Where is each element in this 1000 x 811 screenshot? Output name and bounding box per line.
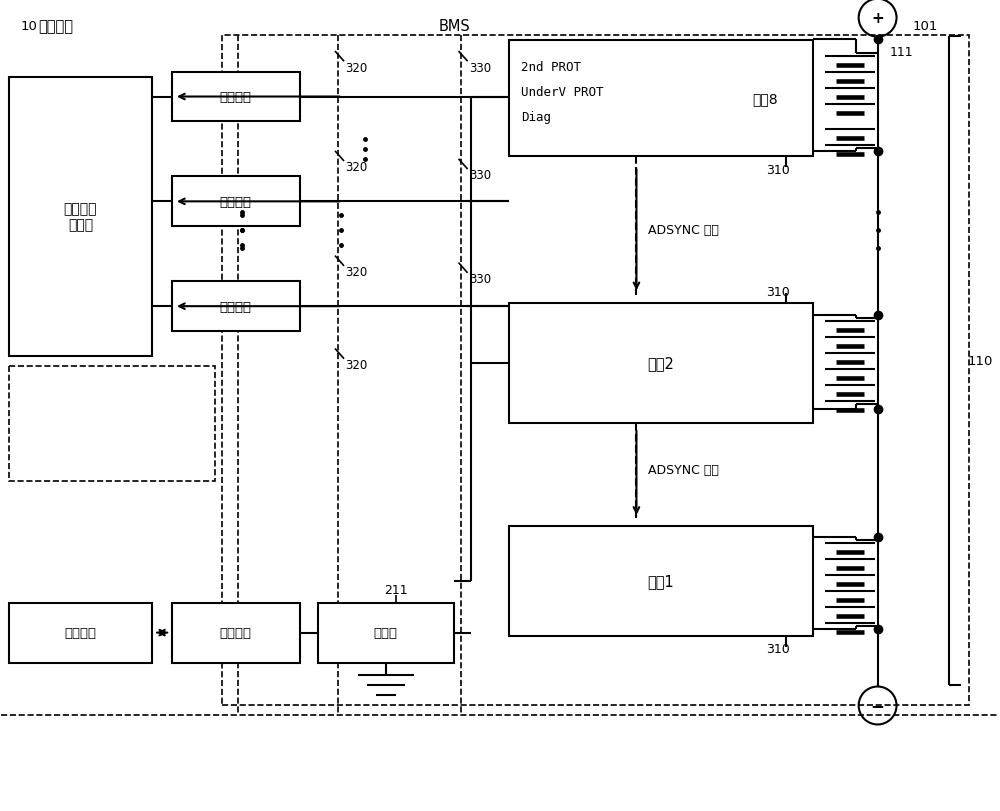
Text: 主处理器: 主处理器 — [64, 626, 96, 639]
Text: 110: 110 — [967, 354, 993, 367]
FancyBboxPatch shape — [9, 78, 152, 357]
Text: ADSYNC 信号: ADSYNC 信号 — [648, 463, 719, 476]
Text: 光耦合器: 光耦合器 — [220, 626, 252, 639]
Text: 330: 330 — [469, 272, 491, 285]
Text: 101: 101 — [913, 20, 938, 33]
Text: 310: 310 — [766, 642, 790, 655]
Text: 单刔1: 单刔1 — [647, 573, 674, 589]
FancyBboxPatch shape — [9, 603, 152, 663]
Text: 主单元: 主单元 — [374, 626, 398, 639]
Text: UnderV PROT: UnderV PROT — [521, 86, 603, 99]
Text: BMS: BMS — [438, 19, 470, 34]
Text: 320: 320 — [345, 358, 368, 371]
Text: 320: 320 — [345, 62, 368, 75]
Text: 单刔8: 单刔8 — [752, 92, 778, 106]
Text: 光耦合器: 光耦合器 — [220, 195, 252, 208]
FancyBboxPatch shape — [172, 177, 300, 227]
FancyBboxPatch shape — [172, 282, 300, 332]
FancyBboxPatch shape — [509, 41, 813, 157]
Text: −: − — [871, 697, 885, 714]
Text: 111: 111 — [890, 46, 913, 59]
Text: 330: 330 — [469, 169, 491, 182]
Text: 2nd PROT: 2nd PROT — [521, 61, 581, 74]
Text: 紧急情况
处理器: 紧急情况 处理器 — [64, 202, 97, 232]
FancyBboxPatch shape — [509, 304, 813, 423]
Text: 光耦合器: 光耦合器 — [220, 300, 252, 313]
Text: +: + — [871, 11, 884, 26]
Text: 320: 320 — [345, 161, 368, 174]
Text: 单刔2: 单刔2 — [647, 356, 674, 371]
FancyBboxPatch shape — [172, 603, 300, 663]
Text: 10: 10 — [21, 20, 37, 33]
Text: 211: 211 — [384, 583, 408, 596]
Text: ADSYNC 信号: ADSYNC 信号 — [648, 224, 719, 237]
Text: Diag: Diag — [521, 111, 551, 124]
Text: 310: 310 — [766, 164, 790, 177]
Text: 310: 310 — [766, 285, 790, 298]
Text: 外部设备: 外部设备 — [39, 19, 74, 34]
Text: 光耦合器: 光耦合器 — [220, 91, 252, 104]
Text: 330: 330 — [469, 62, 491, 75]
Text: 320: 320 — [345, 266, 368, 279]
FancyBboxPatch shape — [172, 72, 300, 122]
FancyBboxPatch shape — [509, 526, 813, 636]
FancyBboxPatch shape — [318, 603, 454, 663]
